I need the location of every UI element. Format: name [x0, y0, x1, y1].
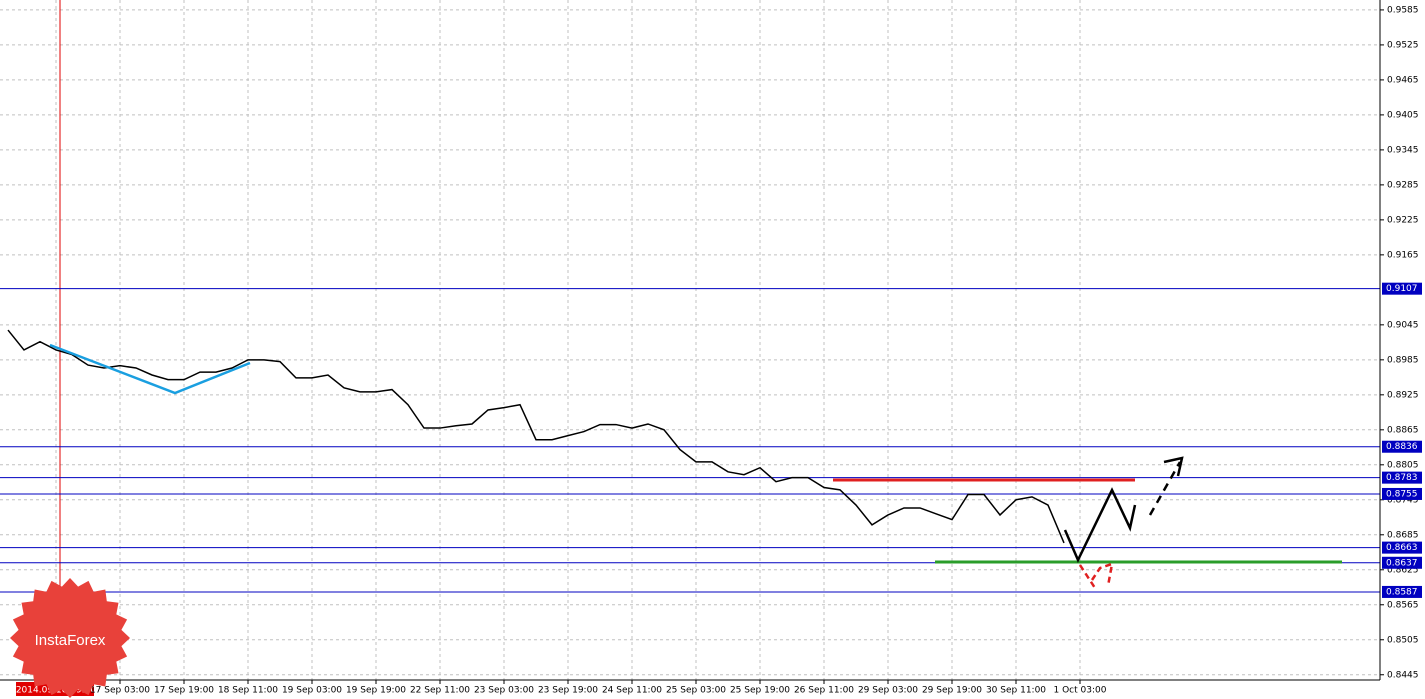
price-line	[7, 329, 1065, 544]
y-tick-label: 0.9465	[1387, 75, 1419, 85]
level-label-bg	[1382, 541, 1422, 554]
y-tick-label: 0.9585	[1387, 5, 1419, 15]
y-tick-label: 0.9345	[1387, 145, 1419, 155]
forecast-arrow	[1148, 461, 1182, 516]
level-label: 0.8836	[1386, 442, 1418, 452]
level-label-bg	[1382, 440, 1422, 453]
x-tick-label: 29 Sep 03:00	[858, 686, 918, 696]
x-tick-label: 22 Sep 11:00	[410, 686, 470, 696]
x-tick-label: 23 Sep 03:00	[474, 686, 534, 696]
logo-badge	[10, 578, 130, 698]
y-tick-label: 0.9525	[1387, 40, 1419, 50]
y-tick-label: 0.8625	[1387, 565, 1419, 575]
arrow-head	[1163, 456, 1184, 477]
x-tick-label: 19 Sep 19:00	[346, 686, 406, 696]
x-tick-label: 25 Sep 19:00	[730, 686, 790, 696]
level-label: 0.8587	[1386, 587, 1418, 597]
logo-text: InstaForex	[35, 632, 106, 649]
plot	[7, 329, 1065, 544]
y-tick-label: 0.8745	[1387, 495, 1419, 505]
y-tick-label: 0.8565	[1387, 600, 1419, 610]
axes: 0.9585 0.9525 0.9465 0.9405 0.9345 0.9285 0.92…	[16, 5, 1422, 696]
level-label-bg	[1382, 585, 1422, 598]
y-tick-label: 0.9165	[1387, 250, 1419, 260]
alt-path	[1078, 564, 1097, 589]
y-tick-label: 0.8985	[1387, 355, 1419, 365]
trend-line	[49, 343, 251, 395]
grid	[0, 0, 1380, 680]
x-tick-label: 24 Sep 11:00	[602, 686, 662, 696]
y-tick-label: 0.8685	[1387, 530, 1419, 540]
x-tick-label: 30 Sep 11:00	[986, 686, 1046, 696]
level-label: 0.8783	[1386, 473, 1418, 483]
x-tick-label: 1 Oct 03:00	[1054, 686, 1107, 696]
y-tick-label: 0.9405	[1387, 110, 1419, 120]
level-label: 0.9107	[1386, 284, 1418, 294]
level-label-bg	[1382, 282, 1422, 295]
level-label-bg	[1382, 471, 1422, 484]
level-label-bg	[1382, 487, 1422, 500]
level-label: 0.8755	[1386, 489, 1418, 499]
logo: InstaForex	[10, 578, 130, 698]
x-tick-label: 17 Sep 03:00	[90, 686, 150, 696]
x-tick-label: 29 Sep 19:00	[922, 686, 982, 696]
y-tick-label: 0.8505	[1387, 635, 1419, 645]
y-tick-label: 0.9225	[1387, 215, 1419, 225]
x-tick-label: 19 Sep 03:00	[282, 686, 342, 696]
alt-arrow	[1090, 562, 1114, 587]
y-tick-label: 0.8925	[1387, 390, 1419, 400]
forecast-path	[1063, 487, 1137, 563]
x-tick-label: 23 Sep 19:00	[538, 686, 598, 696]
x-tick-label: 26 Sep 11:00	[794, 686, 854, 696]
y-tick-label: 0.8445	[1387, 670, 1419, 680]
y-tick-label: 0.8865	[1387, 425, 1419, 435]
price-axis	[1380, 0, 1425, 699]
y-tick-label: 0.9285	[1387, 180, 1419, 190]
level-label-bg	[1382, 556, 1422, 569]
levels	[0, 288, 1380, 593]
x-tick-label: 17 Sep 19:00	[154, 686, 214, 696]
x-tick-label: 18 Sep 11:00	[218, 686, 278, 696]
y-tick-label: 0.9045	[1387, 320, 1419, 330]
y-tick-label: 0.8805	[1387, 460, 1419, 470]
level-label: 0.8637	[1386, 558, 1418, 568]
x-tick-label: 25 Sep 03:00	[666, 686, 726, 696]
level-label: 0.8663	[1386, 543, 1418, 553]
